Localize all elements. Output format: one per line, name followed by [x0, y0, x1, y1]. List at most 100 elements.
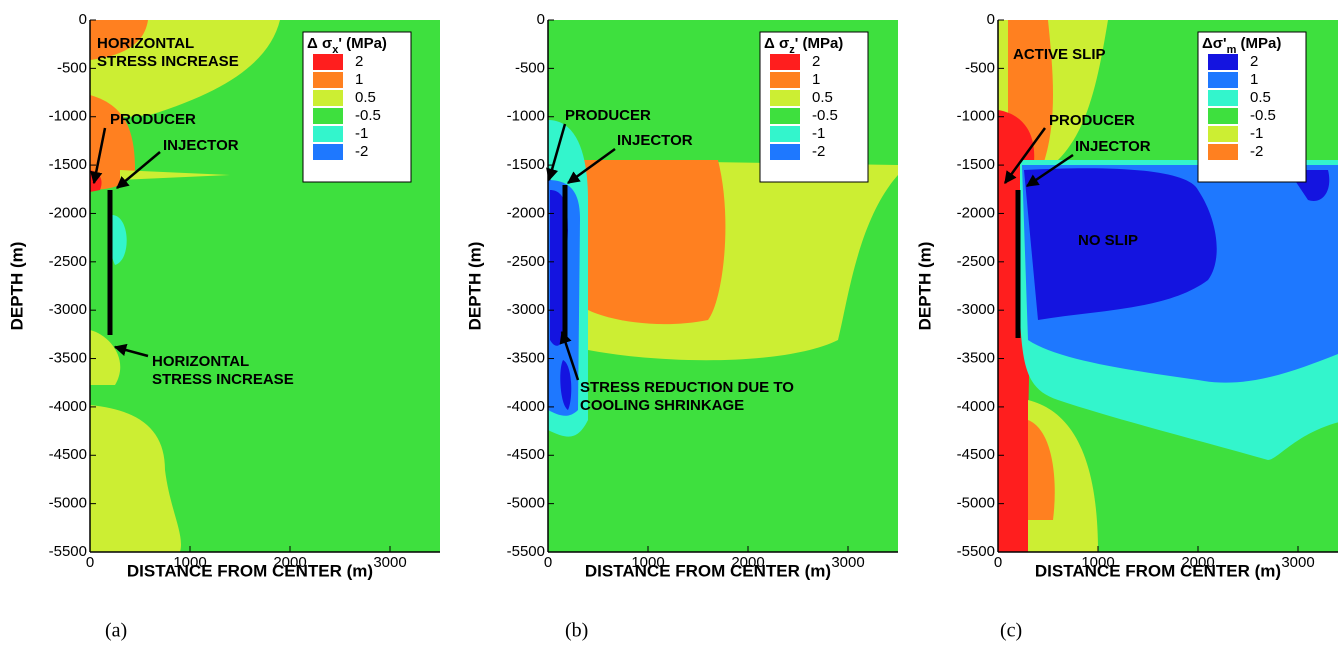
legend-label: 1	[1250, 71, 1258, 88]
annotation: HORIZONTAL	[152, 353, 249, 370]
legend-title-part: (MPa)	[1236, 35, 1281, 52]
annotation: PRODUCER	[110, 111, 196, 128]
legend-label: -1	[1250, 125, 1263, 142]
legend-swatch	[1208, 72, 1238, 88]
y-tick-label: -1500	[49, 156, 87, 173]
y-tick-label: -5000	[957, 495, 995, 512]
y-tick-label: -3500	[49, 350, 87, 367]
legend-swatch	[770, 72, 800, 88]
legend-label: 2	[812, 53, 820, 70]
y-tick-label: -5500	[957, 543, 995, 560]
y-tick-label: -2500	[957, 253, 995, 270]
y-tick-label: -2000	[49, 204, 87, 221]
legend-label: 1	[812, 71, 820, 88]
y-tick-label: -1000	[957, 108, 995, 125]
annotation: INJECTOR	[617, 132, 693, 149]
legend-label: 0.5	[1250, 89, 1271, 106]
y-tick-label: 0	[537, 11, 545, 28]
y-tick-label: -1500	[507, 156, 545, 173]
legend-swatch	[313, 126, 343, 142]
y-tick-label: -1000	[49, 108, 87, 125]
y-tick-label: -5500	[49, 543, 87, 560]
contour-field	[548, 20, 898, 552]
x-tick-label: 3000	[373, 554, 406, 571]
x-tick-label: 2000	[731, 554, 764, 571]
legend-title: Δ σx' (MPa)	[307, 35, 387, 56]
y-tick-label: -4000	[49, 398, 87, 415]
legend-label: 0.5	[355, 89, 376, 106]
annotation: STRESS INCREASE	[97, 53, 239, 70]
legend-title: Δ σz' (MPa)	[764, 35, 843, 56]
legend-title-part: m	[1227, 44, 1237, 56]
y-axis-label: DEPTH (m)	[465, 242, 484, 331]
legend-label: -0.5	[355, 107, 381, 124]
y-tick-label: -2500	[507, 253, 545, 270]
legend-swatch	[770, 90, 800, 106]
legend-label: 2	[355, 53, 363, 70]
y-tick-label: -4000	[957, 398, 995, 415]
contour-field	[998, 20, 1338, 552]
legend-label: -0.5	[812, 107, 838, 124]
x-tick-label: 1000	[631, 554, 664, 571]
x-tick-label: 2000	[1181, 554, 1214, 571]
y-tick-label: -2000	[957, 204, 995, 221]
legend-swatch	[1208, 54, 1238, 70]
legend-title-part: ' (MPa)	[795, 35, 844, 52]
legend-swatch	[770, 54, 800, 70]
legend-swatch	[1208, 144, 1238, 160]
legend-title-part: Δ σ	[764, 35, 789, 52]
y-tick-label: -2500	[49, 253, 87, 270]
annotation: STRESS REDUCTION DUE TO	[580, 379, 794, 396]
y-tick-label: -500	[57, 59, 87, 76]
panel-label: (b)	[565, 620, 588, 642]
legend-label: 1	[355, 71, 363, 88]
x-tick-label: 0	[994, 554, 1002, 571]
y-tick-label: -4500	[507, 446, 545, 463]
legend-swatch	[770, 144, 800, 160]
x-tick-label: 2000	[273, 554, 306, 571]
legend-label: -2	[355, 143, 368, 160]
y-tick-label: -2000	[507, 204, 545, 221]
x-tick-label: 1000	[1081, 554, 1114, 571]
x-axis-label: DISTANCE FROM CENTER (m)	[585, 561, 831, 580]
y-tick-label: -3000	[49, 301, 87, 318]
y-axis-label: DEPTH (m)	[915, 242, 934, 331]
legend-swatch	[770, 126, 800, 142]
legend-swatch	[313, 144, 343, 160]
arrows	[90, 123, 1074, 381]
y-tick-label: -5000	[49, 495, 87, 512]
x-axis-label: DISTANCE FROM CENTER (m)	[127, 561, 373, 580]
y-tick-label: -500	[515, 59, 545, 76]
legend-swatch	[313, 72, 343, 88]
legend-swatch	[770, 108, 800, 124]
y-tick-label: -500	[965, 59, 995, 76]
legend-swatch	[313, 90, 343, 106]
y-tick-label: -4000	[507, 398, 545, 415]
legend-swatch	[313, 108, 343, 124]
annotation: NO SLIP	[1078, 232, 1138, 249]
legend-title-part: Δσ'	[1202, 35, 1227, 52]
legend-label: -2	[1250, 143, 1263, 160]
x-tick-label: 3000	[1281, 554, 1314, 571]
y-tick-label: -3000	[507, 301, 545, 318]
y-tick-label: -3500	[507, 350, 545, 367]
legend-label: 2	[1250, 53, 1258, 70]
annotation: STRESS INCREASE	[152, 371, 294, 388]
y-tick-label: 0	[987, 11, 995, 28]
y-tick-label: -1500	[957, 156, 995, 173]
panel-label: (a)	[105, 620, 127, 642]
x-axis-label: DISTANCE FROM CENTER (m)	[1035, 561, 1281, 580]
annotation: INJECTOR	[1075, 138, 1151, 155]
annotation: HORIZONTAL	[97, 35, 194, 52]
legend-title: Δσ'm (MPa)	[1202, 35, 1281, 56]
y-tick-label: -5000	[507, 495, 545, 512]
y-tick-label: -4500	[957, 446, 995, 463]
legend-label: 0.5	[812, 89, 833, 106]
y-tick-label: -3500	[957, 350, 995, 367]
y-tick-label: -4500	[49, 446, 87, 463]
annotation: PRODUCER	[565, 107, 651, 124]
y-tick-label: -3000	[957, 301, 995, 318]
legend-title-part: Δ σ	[307, 35, 332, 52]
annotation: ACTIVE SLIP	[1013, 46, 1106, 63]
